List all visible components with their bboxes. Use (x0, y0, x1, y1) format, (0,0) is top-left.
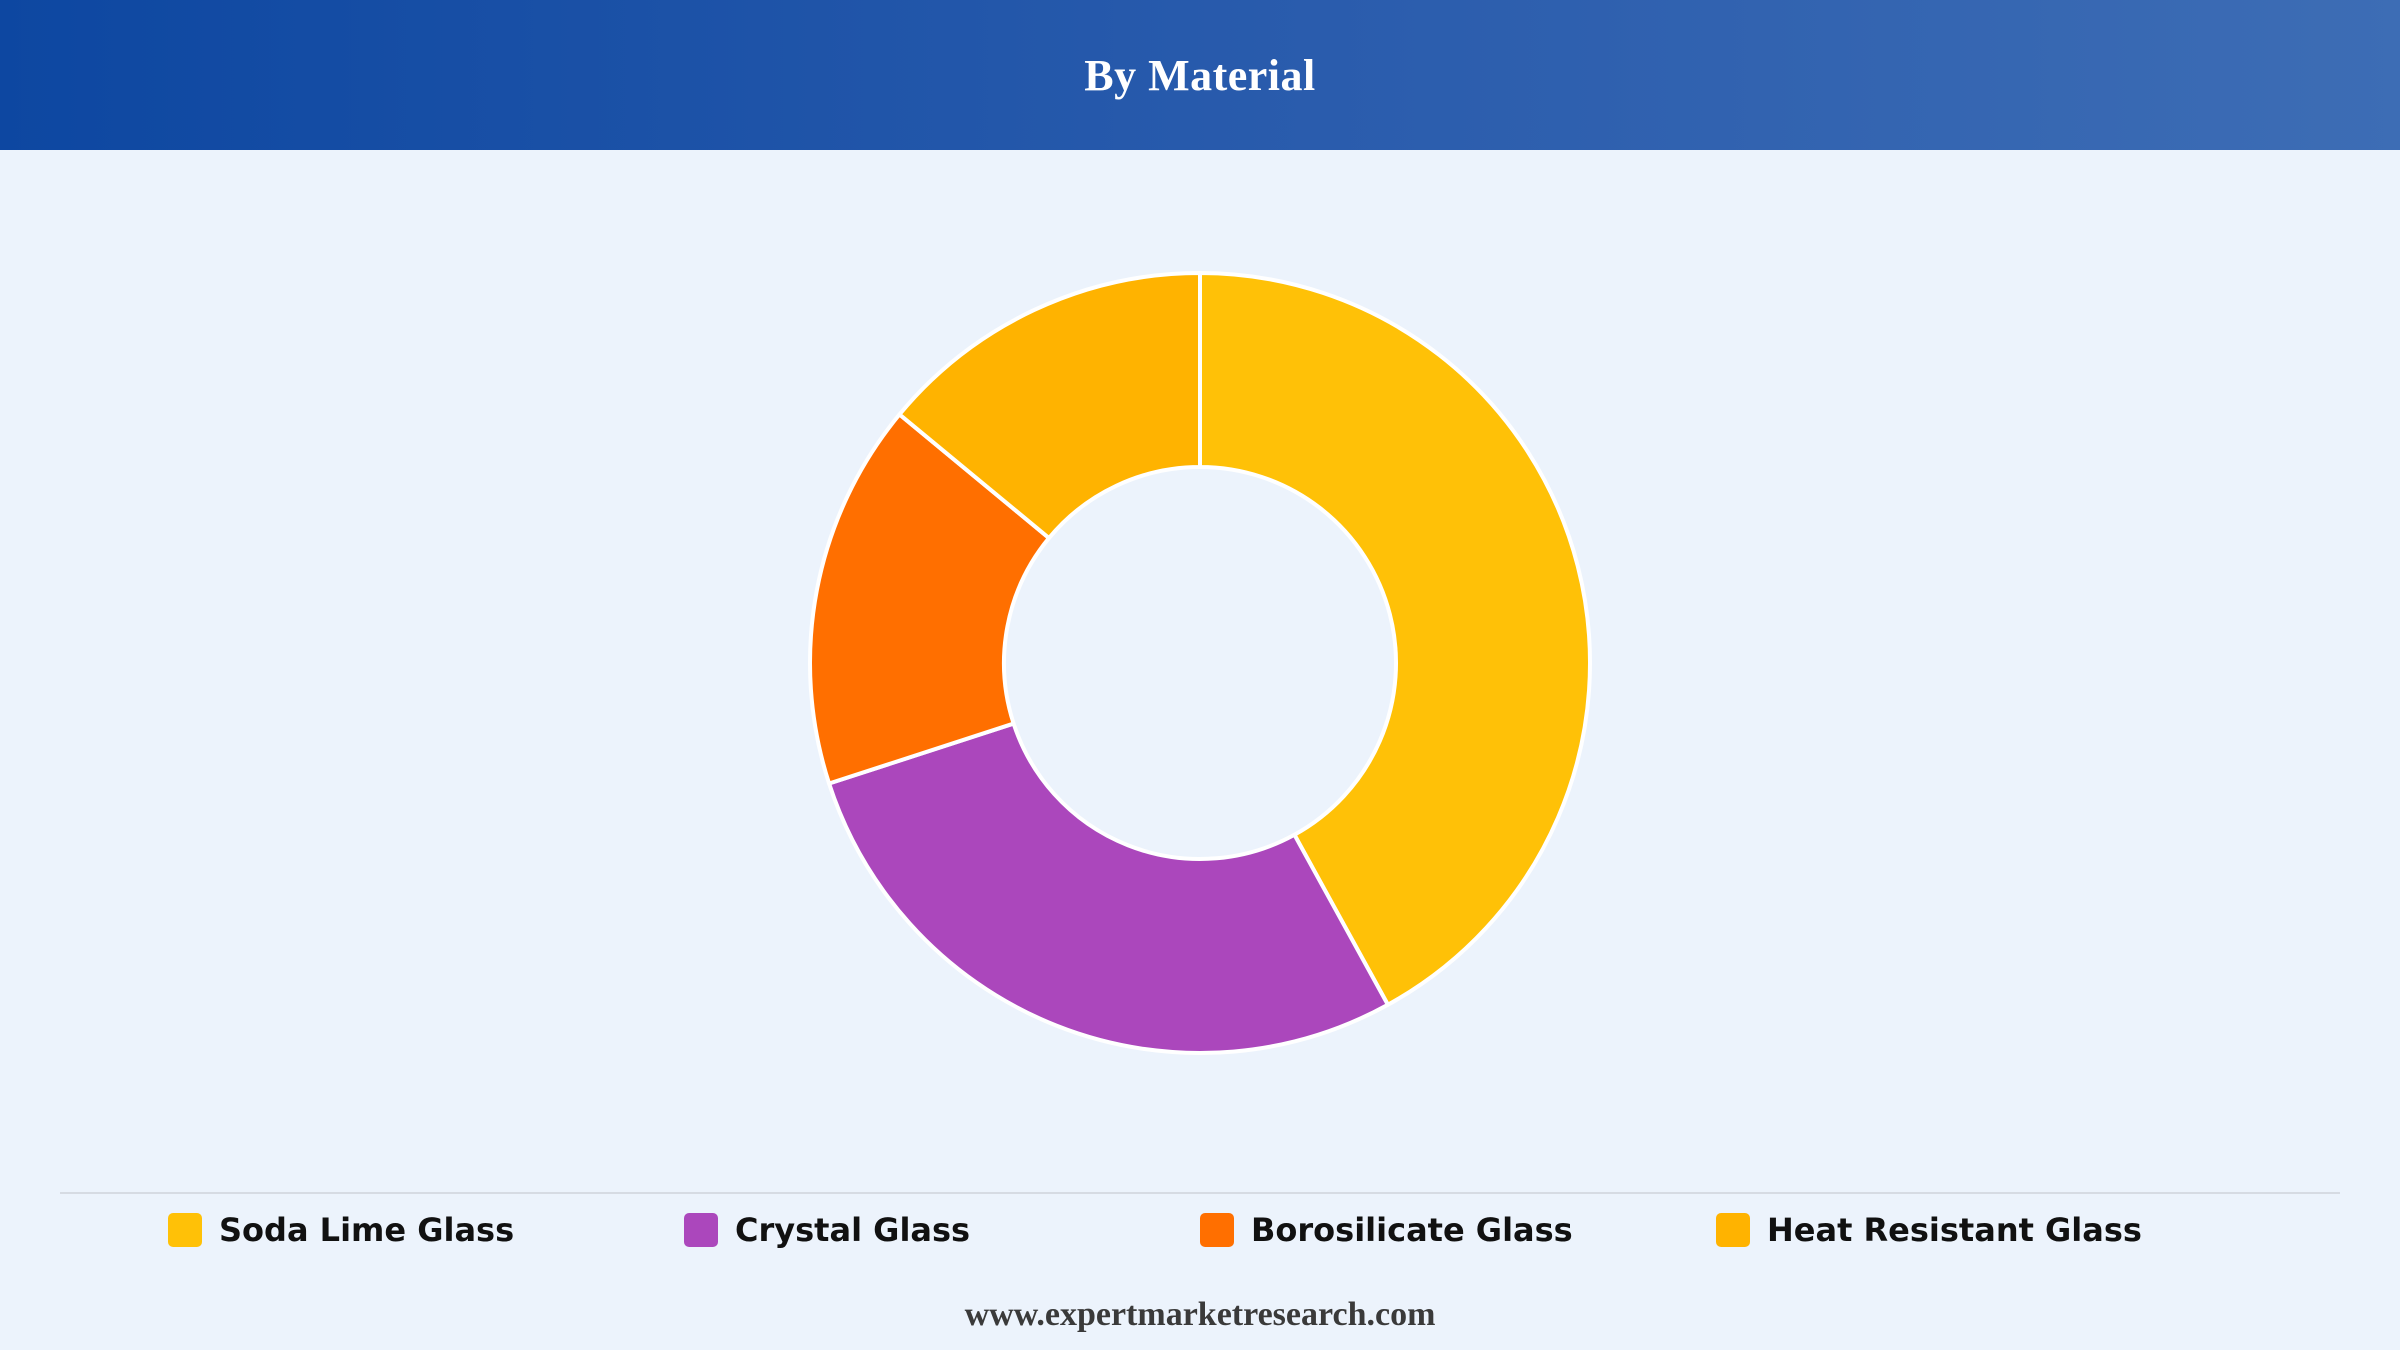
legend-item-borosilicate-glass: Borosilicate Glass (1200, 1206, 1573, 1254)
legend-label: Borosilicate Glass (1251, 1211, 1573, 1249)
legend-item-crystal-glass: Crystal Glass (684, 1206, 970, 1254)
donut-slice-crystal-glass (827, 721, 1390, 1055)
legend-label: Soda Lime Glass (219, 1211, 515, 1249)
legend-swatch (1200, 1213, 1234, 1247)
legend-swatch (1716, 1213, 1750, 1247)
legend-label: Crystal Glass (735, 1211, 971, 1249)
header-banner: By Material (0, 0, 2400, 150)
donut-slice-soda-lime-glass (1198, 271, 1592, 1007)
chart-title: By Material (1084, 50, 1316, 100)
chart-area (0, 150, 2400, 1190)
donut-chart (808, 271, 1592, 1055)
donut-slice-borosilicate-glass (808, 412, 1051, 786)
footer-url: www.expertmarketresearch.com (964, 1296, 1436, 1333)
legend-divider (60, 1192, 2340, 1194)
legend-item-soda-lime-glass: Soda Lime Glass (168, 1206, 514, 1254)
legend-label: Heat Resistant Glass (1767, 1211, 2142, 1249)
legend-swatch (684, 1213, 718, 1247)
donut-slice-heat-resistant-glass (897, 271, 1202, 541)
legend-item-heat-resistant-glass: Heat Resistant Glass (1716, 1206, 2142, 1254)
chart-legend: Soda Lime Glass Crystal Glass Borosilicate… (0, 1206, 2400, 1254)
legend-swatch (168, 1213, 202, 1247)
